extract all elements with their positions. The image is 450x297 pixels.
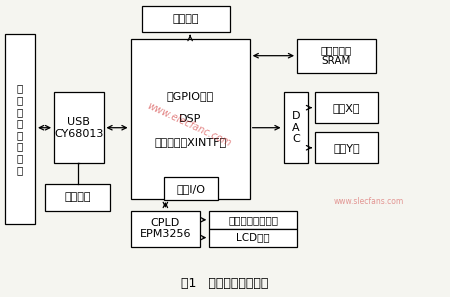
Text: （GPIO口）

DSP

（外部接口XINTF）: （GPIO口） DSP （外部接口XINTF）	[154, 91, 226, 147]
Bar	[209, 229, 297, 247]
Text: www.slecfans.com: www.slecfans.com	[334, 198, 404, 206]
Bar	[164, 177, 218, 200]
Bar	[130, 211, 200, 247]
Text: D
A
C: D A C	[292, 111, 300, 144]
Bar	[297, 39, 376, 73]
Bar	[45, 184, 110, 211]
Text: CPLD
EPM3256: CPLD EPM3256	[140, 218, 191, 239]
Text: USB
CY68013: USB CY68013	[54, 117, 104, 138]
Text: www.elecfanc.com: www.elecfanc.com	[145, 101, 233, 148]
Bar	[130, 39, 250, 199]
Text: 振镜Y轴: 振镜Y轴	[333, 143, 360, 153]
Bar	[142, 6, 230, 32]
Text: LCD显示: LCD显示	[236, 233, 270, 243]
Text: 图1   控制器的原理框图: 图1 控制器的原理框图	[181, 277, 269, 290]
Text: 扩展存储器
SRAM: 扩展存储器 SRAM	[321, 45, 352, 67]
Bar	[284, 92, 308, 163]
Text: 振镜X轴: 振镜X轴	[333, 103, 360, 113]
Text: 控制信号: 控制信号	[64, 192, 91, 203]
Text: 扩展I/O: 扩展I/O	[177, 184, 206, 194]
Bar	[54, 92, 104, 163]
Bar	[315, 132, 378, 163]
Bar	[4, 34, 35, 224]
Text: 激光能量: 激光能量	[172, 14, 199, 24]
Bar	[315, 92, 378, 123]
Bar	[209, 211, 297, 229]
Text: 计
算
机
（
上
位
机
）: 计 算 机 （ 上 位 机 ）	[17, 83, 23, 175]
Text: 扩展中断（按键）: 扩展中断（按键）	[228, 215, 278, 225]
